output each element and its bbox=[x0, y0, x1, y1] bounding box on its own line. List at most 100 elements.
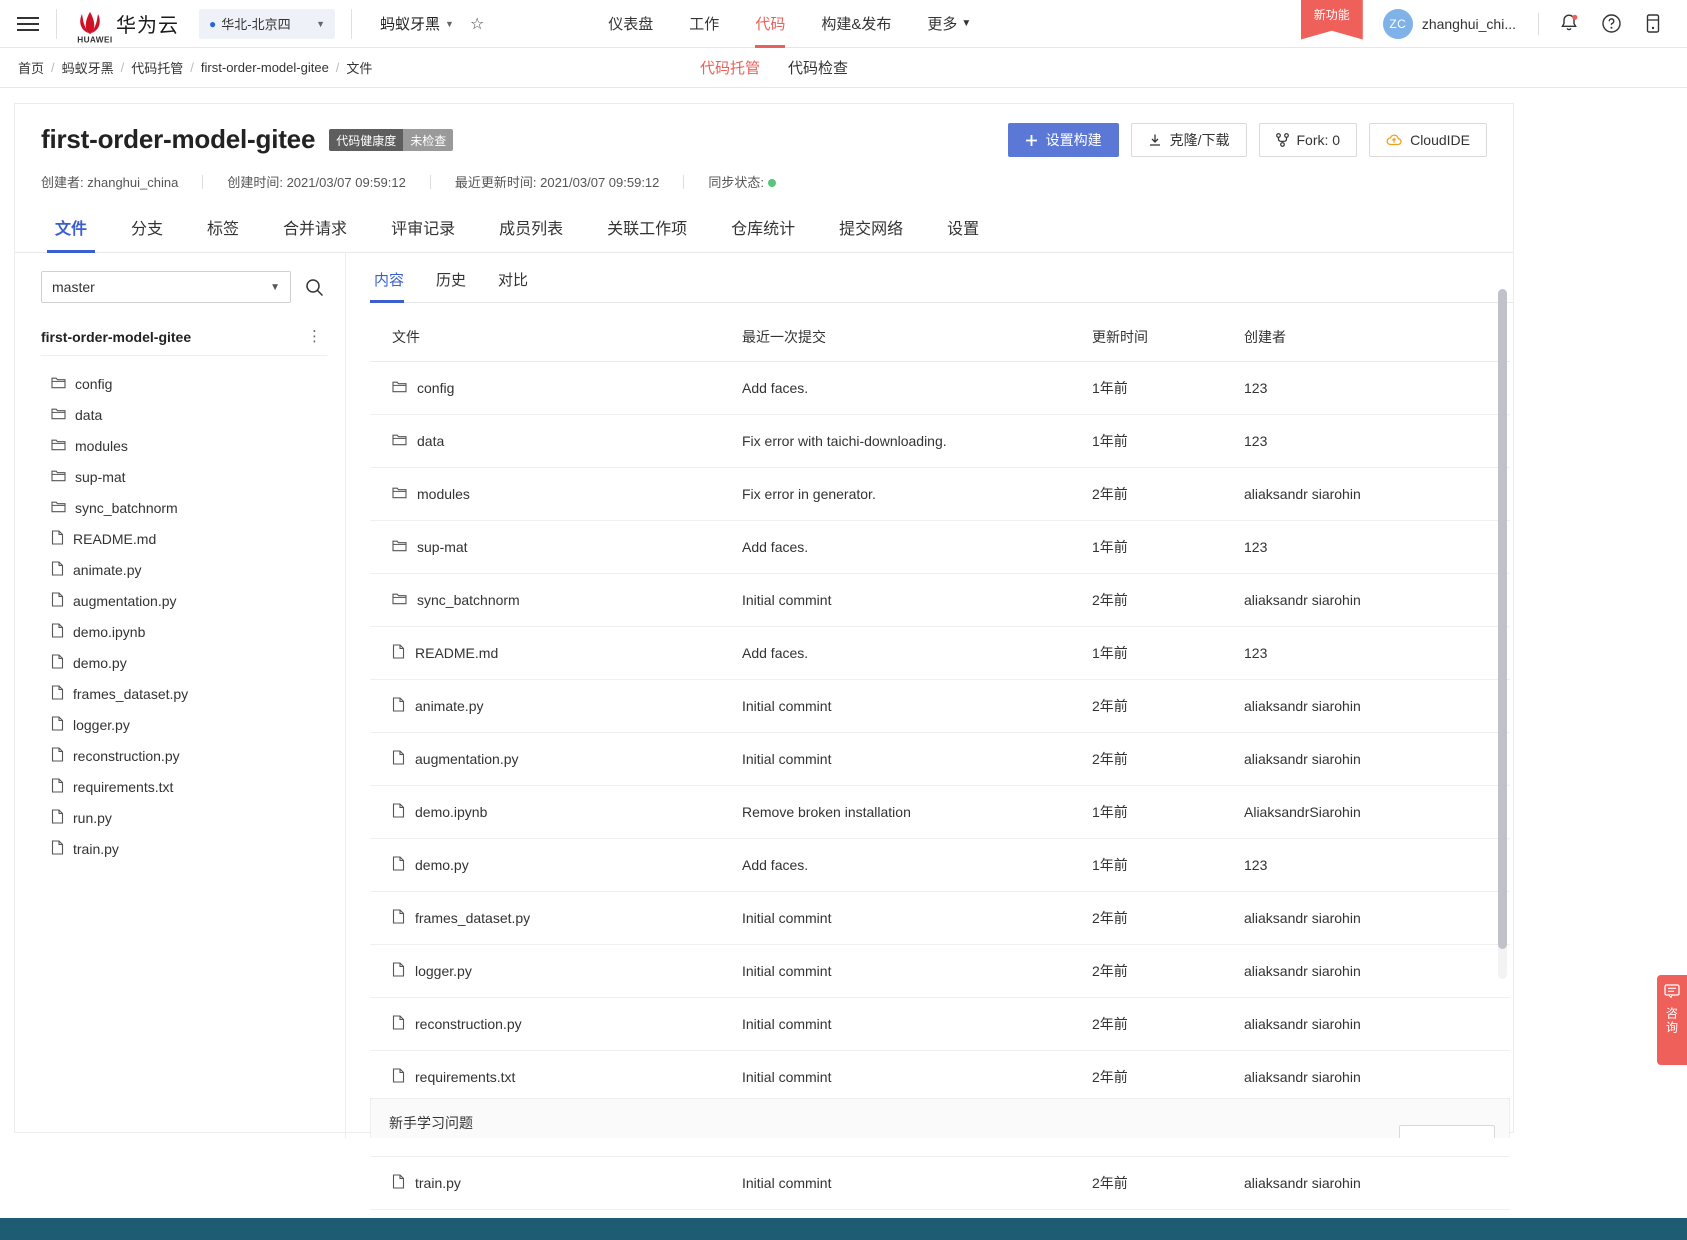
breadcrumb-item-project[interactable]: 蚂蚁牙黑 bbox=[61, 61, 114, 76]
tree-node-logger-py[interactable]: logger.py bbox=[41, 709, 327, 740]
table-row[interactable]: README.md Add faces. 1年前 123 bbox=[370, 626, 1510, 680]
cloudide-button[interactable]: CloudIDE bbox=[1369, 123, 1487, 157]
file-name-link[interactable]: reconstruction.py bbox=[415, 1016, 522, 1032]
tree-node-data[interactable]: data bbox=[41, 399, 327, 430]
file-name-link[interactable]: train.py bbox=[415, 1175, 461, 1191]
file-name-link[interactable]: demo.py bbox=[415, 857, 469, 873]
subnav-item-codecheck[interactable]: 代码检查 bbox=[788, 60, 849, 77]
cell-file[interactable]: animate.py bbox=[370, 679, 742, 733]
clone-download-button[interactable]: 克隆/下载 bbox=[1130, 123, 1247, 157]
breadcrumb-item-repo[interactable]: first-order-model-gitee bbox=[200, 60, 329, 75]
search-icon[interactable] bbox=[301, 278, 327, 297]
tree-node-reconstruction-py[interactable]: reconstruction.py bbox=[41, 740, 327, 771]
tab-review-records[interactable]: 评审记录 bbox=[391, 221, 456, 238]
breadcrumb-item-codehub[interactable]: 代码托管 bbox=[131, 61, 184, 76]
user-menu[interactable]: ZC zhanghui_chi... bbox=[1371, 8, 1528, 39]
cell-file[interactable]: data bbox=[370, 414, 742, 468]
file-name-link[interactable]: logger.py bbox=[415, 963, 472, 979]
tree-node-modules[interactable]: modules bbox=[41, 430, 327, 461]
tree-node-requirements-txt[interactable]: requirements.txt bbox=[41, 771, 327, 802]
table-row[interactable]: animate.py Initial commint 2年前 aliaksandr s… bbox=[370, 679, 1510, 733]
file-name-link[interactable]: requirements.txt bbox=[415, 1069, 516, 1085]
tree-node-sup-mat[interactable]: sup-mat bbox=[41, 461, 327, 492]
subtab-content[interactable]: 内容 bbox=[370, 269, 420, 303]
nav-item-build-release[interactable]: 构建&发布 bbox=[821, 16, 892, 33]
tab-branches[interactable]: 分支 bbox=[131, 221, 164, 238]
tab-settings[interactable]: 设置 bbox=[947, 221, 980, 238]
tree-node-sync-batchnorm[interactable]: sync_batchnorm bbox=[41, 492, 327, 523]
nav-item-code[interactable]: 代码 bbox=[755, 0, 786, 48]
subnav-item-codehub[interactable]: 代码托管 bbox=[700, 60, 761, 77]
vertical-scrollbar[interactable] bbox=[1498, 289, 1507, 979]
fork-button[interactable]: Fork: 0 bbox=[1258, 123, 1358, 157]
table-row[interactable]: modules Fix error in generator. 2年前 aliaksa… bbox=[370, 467, 1510, 521]
cell-file[interactable]: config bbox=[370, 361, 742, 415]
subtab-compare[interactable]: 对比 bbox=[498, 272, 529, 289]
table-row[interactable]: frames_dataset.py Initial commint 2年前 aliak… bbox=[370, 891, 1510, 945]
device-icon[interactable] bbox=[1633, 0, 1673, 48]
file-name-link[interactable]: config bbox=[417, 380, 455, 396]
file-name-link[interactable]: sync_batchnorm bbox=[417, 592, 520, 608]
tab-files[interactable]: 文件 bbox=[41, 215, 109, 253]
table-row[interactable]: sync_batchnorm Initial commint 2年前 aliaksan… bbox=[370, 573, 1510, 627]
setup-build-button[interactable]: 设置构建 bbox=[1007, 123, 1119, 157]
tree-node-run-py[interactable]: run.py bbox=[41, 802, 327, 833]
subtab-history[interactable]: 历史 bbox=[436, 272, 467, 289]
tree-node-readme-md[interactable]: README.md bbox=[41, 523, 327, 554]
scrollbar-thumb[interactable] bbox=[1498, 289, 1507, 949]
tree-node-animate-py[interactable]: animate.py bbox=[41, 554, 327, 585]
cell-file[interactable]: requirements.txt bbox=[370, 1050, 742, 1104]
cell-file[interactable]: augmentation.py bbox=[370, 732, 742, 786]
table-row[interactable]: augmentation.py Initial commint 2年前 aliaksa… bbox=[370, 732, 1510, 786]
file-name-link[interactable]: data bbox=[417, 433, 445, 449]
cell-file[interactable]: demo.ipynb bbox=[370, 785, 742, 839]
table-row[interactable]: demo.ipynb Remove broken installation 1年前 A… bbox=[370, 785, 1510, 839]
table-row[interactable]: train.py Initial commint 2年前 aliaksandr sia… bbox=[370, 1156, 1510, 1210]
cell-file[interactable]: frames_dataset.py bbox=[370, 891, 742, 945]
table-row[interactable]: config Add faces. 1年前 123 bbox=[370, 361, 1510, 415]
cell-file[interactable]: reconstruction.py bbox=[370, 997, 742, 1051]
tree-node-augmentation-py[interactable]: augmentation.py bbox=[41, 585, 327, 616]
readme-action-button[interactable] bbox=[1399, 1125, 1495, 1138]
nav-item-dashboard[interactable]: 仪表盘 bbox=[608, 16, 654, 33]
nav-item-work[interactable]: 工作 bbox=[689, 16, 720, 33]
hamburger-icon[interactable] bbox=[0, 16, 56, 31]
cell-file[interactable]: modules bbox=[370, 467, 742, 521]
cell-file[interactable]: README.md bbox=[370, 626, 742, 680]
table-row[interactable]: demo.py Add faces. 1年前 123 bbox=[370, 838, 1510, 892]
tree-node-demo-ipynb[interactable]: demo.ipynb bbox=[41, 616, 327, 647]
file-name-link[interactable]: README.md bbox=[415, 645, 499, 661]
project-selector[interactable]: 蚂蚁牙黑 ▼ bbox=[370, 13, 464, 34]
cell-file[interactable]: sync_batchnorm bbox=[370, 573, 742, 627]
file-name-link[interactable]: frames_dataset.py bbox=[415, 910, 531, 926]
tab-commit-network[interactable]: 提交网络 bbox=[839, 221, 904, 238]
region-selector[interactable]: ● 华北-北京四 ▼ bbox=[199, 8, 335, 39]
cell-file[interactable]: logger.py bbox=[370, 944, 742, 998]
table-row[interactable]: reconstruction.py Initial commint 2年前 aliak… bbox=[370, 997, 1510, 1051]
cell-file[interactable]: sup-mat bbox=[370, 520, 742, 574]
file-name-link[interactable]: animate.py bbox=[415, 698, 484, 714]
consult-widget[interactable]: 咨询 bbox=[1657, 975, 1687, 1065]
tree-node-demo-py[interactable]: demo.py bbox=[41, 647, 327, 678]
file-name-link[interactable]: augmentation.py bbox=[415, 751, 519, 767]
breadcrumb-item-home[interactable]: 首页 bbox=[18, 61, 45, 76]
file-name-link[interactable]: sup-mat bbox=[417, 539, 468, 555]
table-row[interactable]: requirements.txt Initial commint 2年前 aliaks… bbox=[370, 1050, 1510, 1104]
table-row[interactable]: logger.py Initial commint 2年前 aliaksandr si… bbox=[370, 944, 1510, 998]
tree-node-config[interactable]: config bbox=[41, 368, 327, 399]
cell-file[interactable]: demo.py bbox=[370, 838, 742, 892]
tree-node-train-py[interactable]: train.py bbox=[41, 833, 327, 864]
file-name-link[interactable]: modules bbox=[417, 486, 470, 502]
bell-icon[interactable] bbox=[1549, 0, 1589, 48]
file-name-link[interactable]: demo.ipynb bbox=[415, 804, 488, 820]
table-row[interactable]: sup-mat Add faces. 1年前 123 bbox=[370, 520, 1510, 574]
tab-tags[interactable]: 标签 bbox=[207, 221, 240, 238]
nav-item-more[interactable]: 更多 ▼ bbox=[927, 16, 972, 33]
new-feature-badge[interactable]: 新功能 bbox=[1300, 0, 1363, 48]
tree-node-frames-dataset-py[interactable]: frames_dataset.py bbox=[41, 678, 327, 709]
help-icon[interactable] bbox=[1591, 0, 1631, 48]
table-row[interactable]: data Fix error with taichi-downloading. 1年… bbox=[370, 414, 1510, 468]
cell-file[interactable]: train.py bbox=[370, 1156, 742, 1210]
tab-merge-requests[interactable]: 合并请求 bbox=[283, 221, 348, 238]
branch-select[interactable]: master ▼ bbox=[41, 271, 291, 303]
